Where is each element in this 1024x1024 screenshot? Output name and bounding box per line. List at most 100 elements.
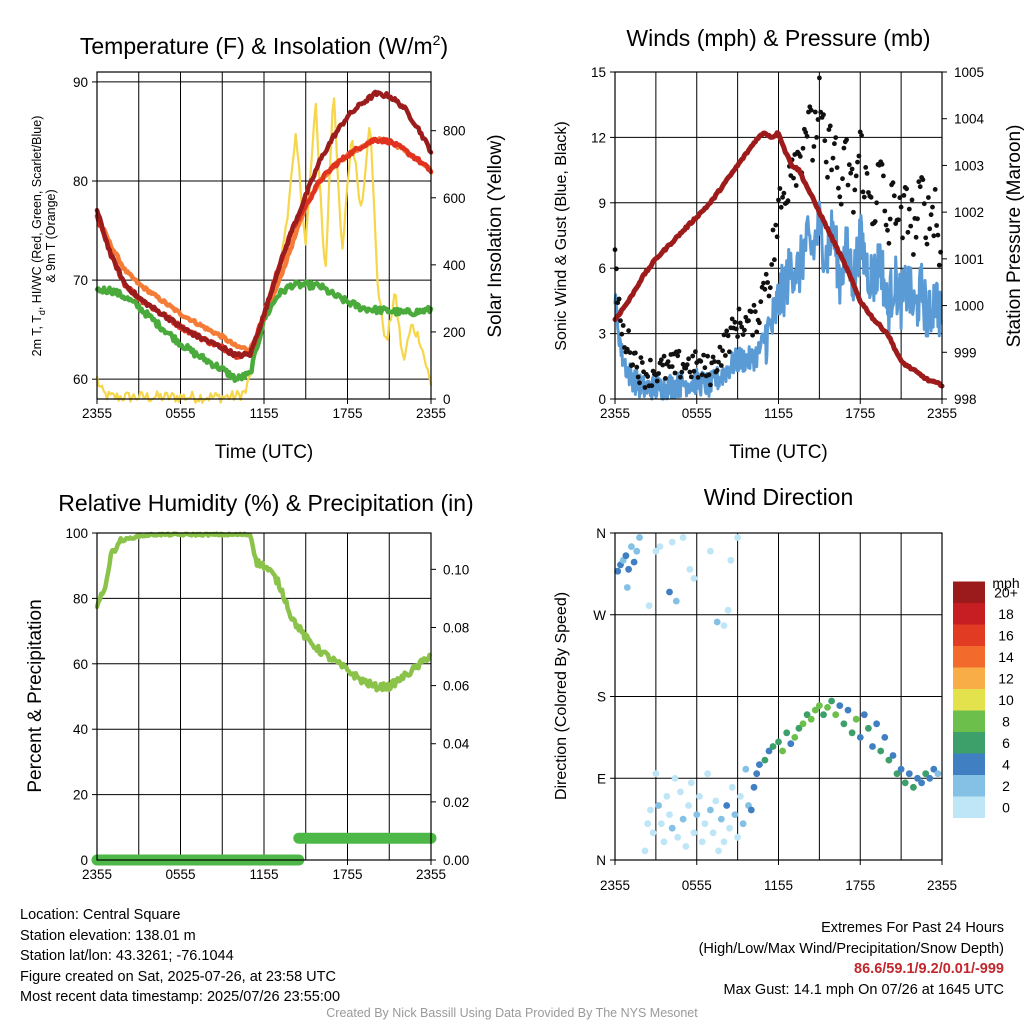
- y-axis-label-left: Direction (Colored By Speed): [553, 592, 570, 800]
- legend-swatch: [953, 667, 985, 689]
- y-tick-label-left: 40: [73, 722, 88, 737]
- direction-point: [671, 774, 679, 782]
- x-tick-label: 1755: [845, 878, 875, 893]
- direction-point: [840, 720, 848, 728]
- gust-point: [931, 233, 937, 239]
- direction-point: [674, 833, 682, 841]
- gust-point: [705, 353, 710, 359]
- gust-point: [808, 107, 814, 113]
- gust-point: [928, 212, 934, 218]
- direction-point: [737, 793, 744, 800]
- direction-point: [713, 618, 721, 626]
- direction-point: [690, 575, 698, 582]
- direction-point: [709, 829, 717, 837]
- direction-point: [865, 724, 872, 732]
- gust-point: [721, 332, 727, 338]
- gust-point: [777, 186, 783, 191]
- direction-point: [628, 543, 635, 550]
- direction-point: [625, 565, 632, 573]
- direction-point: [652, 547, 660, 555]
- gust-point: [724, 328, 730, 334]
- x-tick-label: 0555: [682, 406, 712, 421]
- gust-point: [686, 356, 691, 362]
- gust-point: [841, 145, 847, 151]
- direction-point: [726, 824, 733, 832]
- direction-point: [663, 793, 671, 800]
- gust-point: [861, 194, 867, 200]
- gust-point: [810, 157, 815, 163]
- gust-point: [898, 204, 904, 210]
- x-tick-label: 1155: [249, 406, 278, 421]
- x-tick-label: 0555: [165, 406, 195, 421]
- gust-point: [830, 155, 836, 161]
- chart-title: Temperature (F) & Insolation (W/m2): [80, 32, 448, 59]
- legend-label: 0: [1002, 799, 1010, 815]
- chart-panel-4: N E S W N 2355 0555 1155 1755 2355 Wind Direction D…: [553, 484, 1020, 893]
- direction-point: [727, 556, 735, 564]
- gust-point: [630, 362, 636, 368]
- gust-point: [804, 133, 810, 139]
- direction-point: [807, 715, 815, 723]
- direction-point: [644, 820, 652, 828]
- legend-swatch: [953, 732, 985, 754]
- direction-point: [679, 534, 687, 541]
- direction-point: [728, 783, 736, 791]
- direction-point: [893, 770, 901, 778]
- gust-point: [886, 240, 892, 246]
- gust-point: [879, 161, 885, 167]
- gust-point: [691, 368, 697, 374]
- direction-point: [622, 552, 630, 560]
- gust-point: [660, 362, 666, 368]
- gust-point: [845, 182, 851, 188]
- direction-point: [656, 543, 664, 550]
- gust-point: [817, 75, 822, 81]
- direction-point: [791, 734, 799, 741]
- gust-point: [733, 326, 739, 332]
- gust-point: [758, 299, 764, 305]
- legend-label: 6: [1002, 735, 1010, 751]
- x-tick-label: 2355: [82, 867, 112, 882]
- gust-point: [821, 112, 826, 118]
- gust-point: [838, 201, 844, 207]
- gust-point: [720, 348, 725, 354]
- gust-point: [649, 383, 655, 389]
- legend-label: 4: [1002, 756, 1010, 772]
- gust-point: [727, 349, 732, 355]
- gust-point: [633, 350, 638, 356]
- gust-point: [913, 234, 919, 240]
- direction-point: [844, 706, 852, 714]
- gust-point: [833, 135, 839, 141]
- y-tick-label-right: 200: [443, 325, 466, 340]
- gust-point: [634, 364, 640, 370]
- gust-point: [920, 177, 926, 183]
- gust-point: [826, 127, 832, 132]
- direction-point: [707, 547, 714, 555]
- y-tick-label-right: 0.00: [443, 853, 469, 868]
- gust-point: [827, 123, 833, 129]
- direction-point: [666, 811, 673, 818]
- legend-swatch: [953, 753, 985, 775]
- direction-point: [811, 706, 819, 714]
- y-tick-label-right: 1002: [954, 205, 984, 220]
- gust-point: [811, 144, 817, 149]
- series-line-temp-0: [94, 89, 434, 359]
- legend-swatch: [953, 796, 985, 818]
- chart-title: Relative Humidity (%) & Precipitation (i…: [58, 490, 473, 516]
- gust-point: [751, 302, 757, 308]
- gust-point: [688, 374, 694, 380]
- y-tick-label-left: 100: [65, 526, 88, 541]
- direction-point: [720, 622, 728, 629]
- direction-point: [668, 538, 676, 546]
- y-tick-label: N: [596, 526, 606, 541]
- x-tick-label: 1755: [332, 406, 362, 421]
- wind-speed-line: [613, 200, 943, 401]
- x-tick-label: 2355: [600, 878, 630, 893]
- direction-point: [731, 811, 739, 818]
- gust-point: [849, 166, 855, 172]
- direction-point: [742, 765, 750, 773]
- gust-point: [896, 217, 901, 223]
- gust-point: [661, 353, 667, 359]
- x-tick-label: 1755: [332, 867, 362, 882]
- gust-point: [781, 190, 787, 196]
